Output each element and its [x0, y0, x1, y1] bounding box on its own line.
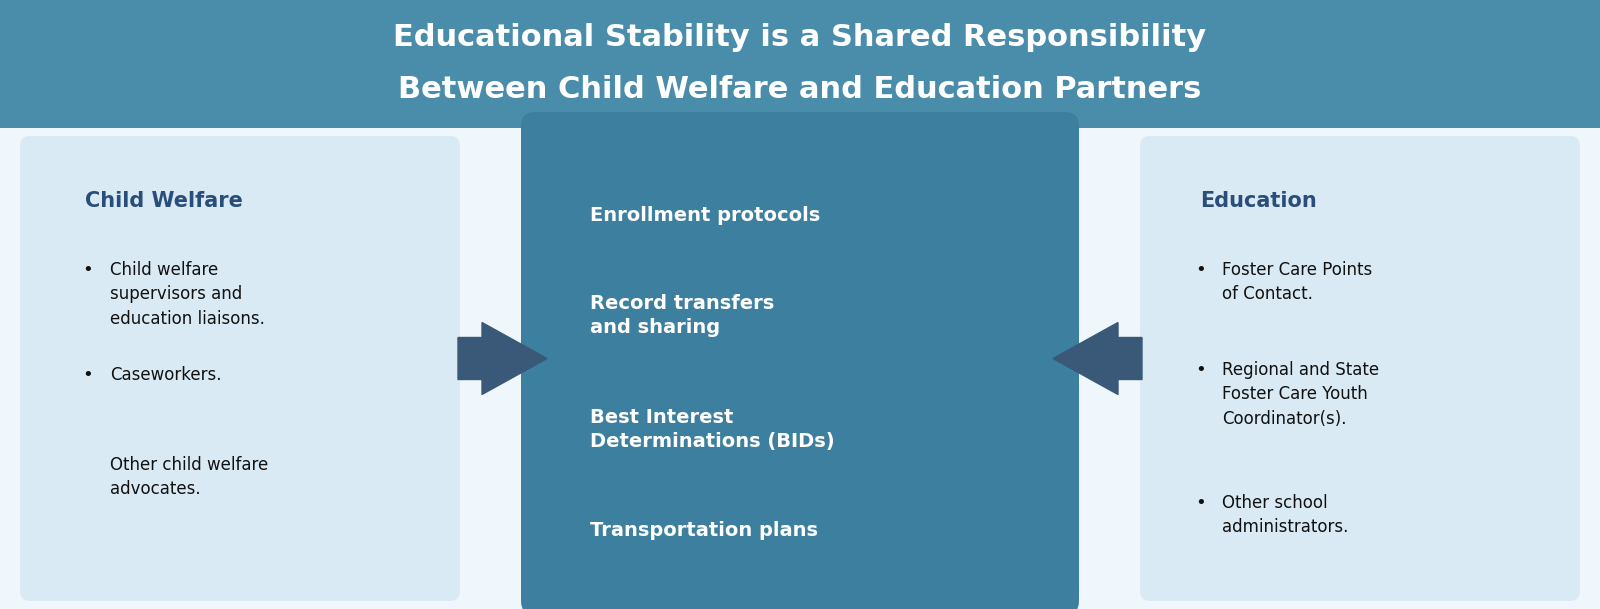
- Text: Between Child Welfare and Education Partners: Between Child Welfare and Education Part…: [398, 76, 1202, 105]
- FancyBboxPatch shape: [19, 136, 461, 601]
- Text: Enrollment protocols: Enrollment protocols: [590, 206, 821, 225]
- Text: •: •: [82, 261, 93, 279]
- Text: Caseworkers.: Caseworkers.: [110, 366, 221, 384]
- Text: •: •: [82, 366, 93, 384]
- Polygon shape: [1053, 323, 1142, 395]
- Text: Best Interest
Determinations (BIDs): Best Interest Determinations (BIDs): [590, 408, 835, 451]
- FancyBboxPatch shape: [0, 0, 1600, 128]
- Text: Transportation plans: Transportation plans: [590, 521, 818, 540]
- Text: Other child welfare
advocates.: Other child welfare advocates.: [110, 456, 269, 498]
- Text: •: •: [1195, 261, 1206, 279]
- Text: Record transfers
and sharing: Record transfers and sharing: [590, 294, 774, 337]
- Text: •: •: [1195, 361, 1206, 379]
- Text: •: •: [1195, 494, 1206, 512]
- Text: Educational Stability is a Shared Responsibility: Educational Stability is a Shared Respon…: [394, 24, 1206, 52]
- Text: Education: Education: [1200, 191, 1317, 211]
- Text: Child welfare
supervisors and
education liaisons.: Child welfare supervisors and education …: [110, 261, 266, 328]
- Text: Other school
administrators.: Other school administrators.: [1222, 494, 1349, 537]
- Text: Foster Care Points
of Contact.: Foster Care Points of Contact.: [1222, 261, 1373, 303]
- Polygon shape: [458, 323, 547, 395]
- Text: Child Welfare: Child Welfare: [85, 191, 243, 211]
- Text: Regional and State
Foster Care Youth
Coordinator(s).: Regional and State Foster Care Youth Coo…: [1222, 361, 1379, 428]
- FancyBboxPatch shape: [522, 112, 1078, 609]
- FancyBboxPatch shape: [1139, 136, 1581, 601]
